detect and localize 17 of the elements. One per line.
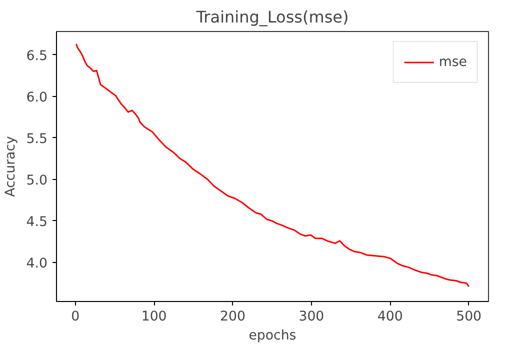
x-tick-label: 500 [456,310,482,324]
x-axis-title: epochs [248,328,296,344]
y-axis-title: Accuracy [3,136,18,197]
chart-title: Training_Loss(mse) [195,8,349,26]
y-tick-label: 5.0 [26,173,48,188]
y-tick-label: 6.0 [26,90,48,106]
legend-label: mse [438,54,467,70]
x-tick-label: 100 [141,310,167,324]
y-tick-label: 6.5 [26,48,48,64]
y-tick-label: 5.5 [26,132,48,147]
y-tick-label: 4.0 [26,256,48,272]
x-tick-label: 200 [220,310,246,324]
line-series [75,43,470,288]
x-tick-label: 0 [71,310,80,324]
x-tick-label: 300 [298,310,324,324]
y-tick-label: 4.5 [26,214,48,230]
x-tick-label: 400 [377,310,403,324]
